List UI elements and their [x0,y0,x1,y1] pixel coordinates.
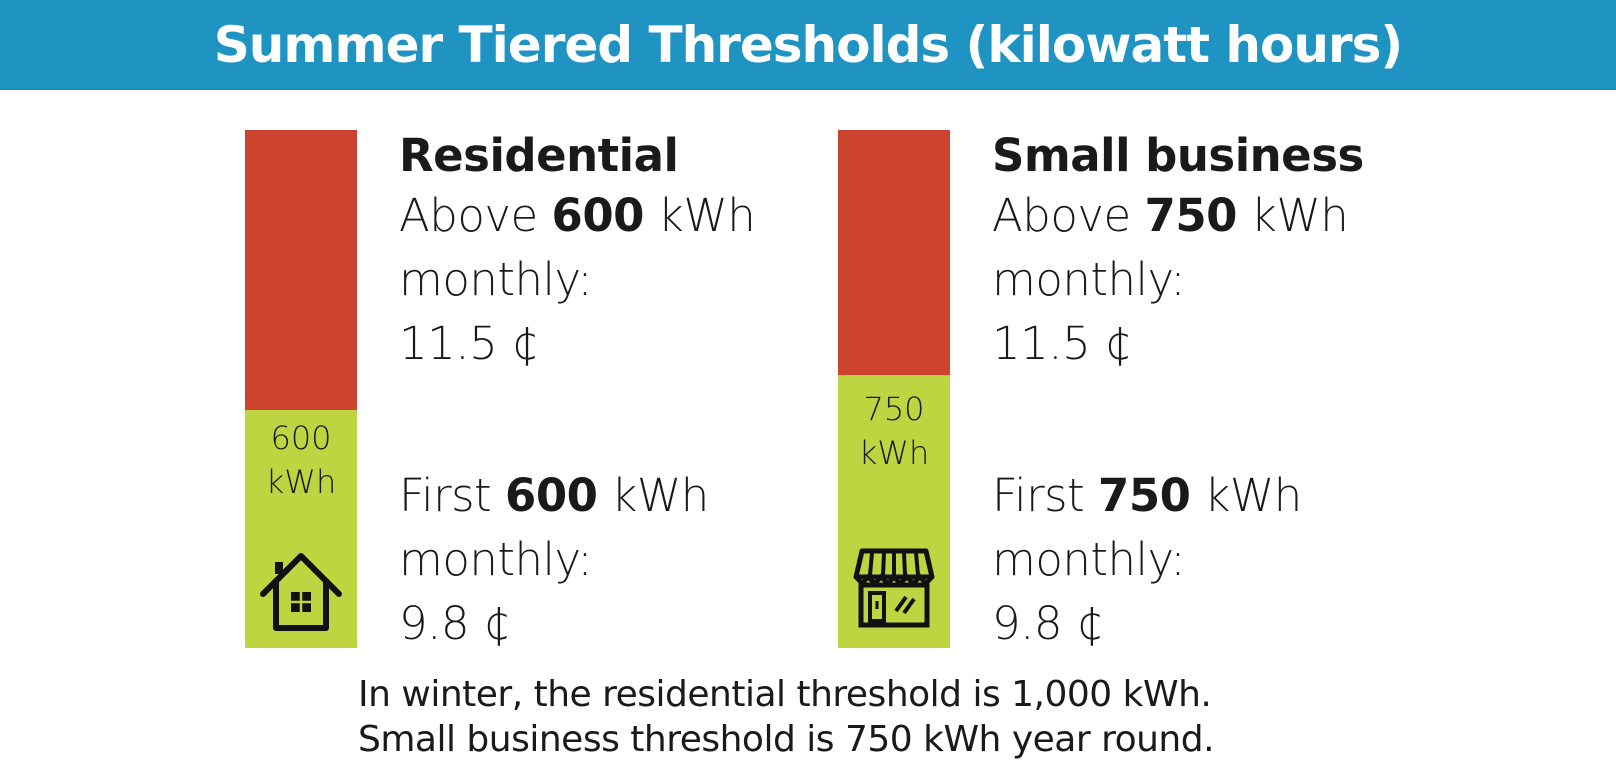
bar-segment-above-residential [245,130,357,410]
residential-text: Residential Above 600 kWh monthly: 11.5 … [399,128,819,650]
tier-period: monthly: [992,253,1186,306]
tier-prefix: First [992,469,1099,522]
bar-segment-first-residential: 600 kWh [245,410,357,648]
bar-small-business: 750 kWh [838,130,950,648]
threshold-value-small-business: 750 [863,390,925,428]
tier-unit: kWh [1236,189,1349,242]
tier-prefix: Above [992,189,1145,242]
small-business-upper-tier: Above 750 kWh monthly: 11.5 ¢ [992,184,1412,376]
bar-segment-above-small-business [838,130,950,375]
storefront-icon [853,548,935,628]
footnote-line-2: Small business threshold is 750 kWh year… [358,719,1215,760]
chart-title: Summer Tiered Thresholds (kilowatt hours… [213,16,1403,74]
threshold-label-small-business: 750 kWh [838,387,950,475]
residential-lower-tier: First 600 kWh monthly: 9.8 ¢ [399,464,709,656]
tier-rate: 9.8 ¢ [992,597,1104,650]
residential-upper-tier: Above 600 kWh monthly: 11.5 ¢ [399,184,819,376]
chart-title-banner: Summer Tiered Thresholds (kilowatt hours… [0,0,1616,90]
tier-unit: kWh [597,469,709,522]
tier-rate: 9.8 ¢ [399,597,511,650]
tier-period: monthly: [992,533,1186,586]
footnote-line-1: In winter, the residential threshold is … [358,674,1212,715]
house-icon [260,553,342,631]
small-business-text: Small business Above 750 kWh monthly: 11… [992,128,1412,650]
small-business-lower-tier: First 750 kWh monthly: 9.8 ¢ [992,464,1302,656]
residential-heading: Residential [399,129,679,182]
threshold-value-residential: 600 [270,419,332,457]
small-business-heading: Small business [992,129,1364,182]
tier-prefix: First [399,469,506,522]
tier-prefix: Above [399,189,552,242]
tier-period: monthly: [399,253,593,306]
tier-value: 600 [551,189,645,242]
threshold-unit-small-business: kWh [858,434,930,472]
tier-unit: kWh [643,189,756,242]
footnote: In winter, the residential threshold is … [358,672,1358,762]
tier-unit: kWh [1190,469,1302,522]
bar-segment-first-small-business: 750 kWh [838,375,950,648]
bar-residential: 600 kWh [245,130,357,648]
tier-value: 750 [1098,469,1191,522]
threshold-unit-residential: kWh [265,463,337,501]
tier-value: 750 [1144,189,1238,242]
tier-period: monthly: [399,533,593,586]
tier-rate: 11.5 ¢ [399,317,540,370]
tier-value: 600 [505,469,598,522]
threshold-label-residential: 600 kWh [245,416,357,504]
tier-rate: 11.5 ¢ [992,317,1133,370]
